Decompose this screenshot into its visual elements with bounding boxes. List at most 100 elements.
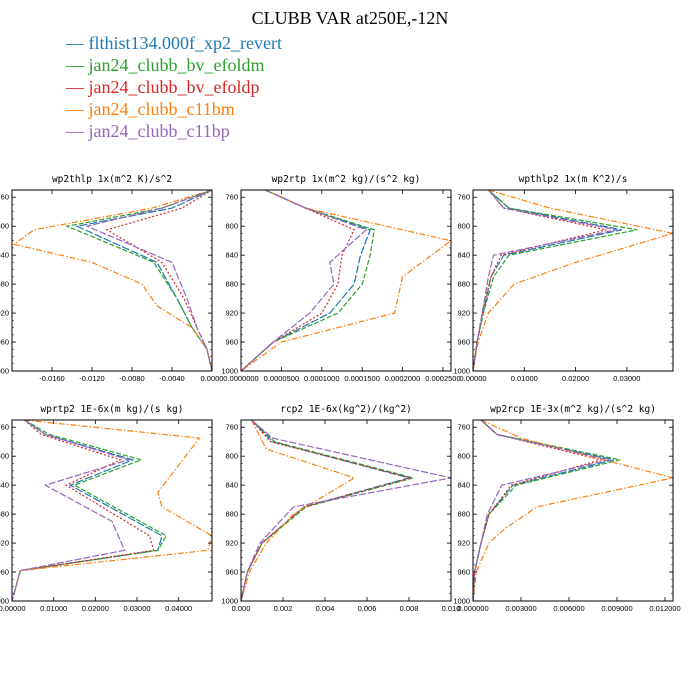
figure-title: CLUBB VAR at250E,-12N [251,8,449,28]
y-tick-label: 800 [457,452,470,461]
series-line [473,190,617,371]
y-tick-label: 800 [457,222,470,231]
y-tick-label: 880 [457,510,470,519]
legend-item: — jan24_clubb_bv_efoldp [66,76,282,98]
legend-item: — flthist134.000f_xp2_revert [66,32,282,54]
series-line [64,190,212,371]
series-line [473,190,638,371]
y-tick-label: 920 [225,539,238,548]
x-tick-label: 0.03000 [123,604,150,613]
x-tick-label: 0.006 [358,604,377,613]
y-tick-label: 960 [0,338,9,347]
x-tick-label: 0.009000 [601,604,632,613]
y-tick-label: 760 [0,423,9,432]
x-tick-label: 0.00000 [459,374,486,383]
series-line [85,190,212,371]
x-tick-label: 0.03000 [613,374,640,383]
panel-title: rcp2 1E-6x(kg^2)/(kg^2) [280,404,412,415]
panel-title: wp2rtp 1x(m^2 kg)/(s^2 kg) [272,174,421,185]
series-line [473,190,673,371]
y-tick-label: 840 [0,481,9,490]
series-line [12,420,168,601]
chart-panel: wp2rtp 1x(m^2 kg)/(s^2 kg) 760 800 840 880 92… [221,174,460,383]
y-tick-label: 920 [457,309,470,318]
legend-label: flthist134.000f_xp2_revert [88,33,282,53]
series-line [241,420,412,601]
x-tick-label: 0.04000 [165,604,192,613]
x-tick-label: 0.000 [232,604,251,613]
x-tick-label: 0.01000 [511,374,538,383]
x-tick-label: 0.0000500 [264,374,299,383]
y-tick-label: 760 [457,423,470,432]
plot-frame [240,419,452,602]
series-line [241,190,368,371]
y-tick-label: 800 [0,222,9,231]
legend-line-marker: — [66,77,84,97]
y-tick-label: 840 [225,481,238,490]
legend-label: jan24_clubb_bv_efoldp [88,77,260,97]
plot-frame [11,189,213,372]
legend-line-marker: — [66,33,84,53]
legend: — flthist134.000f_xp2_revert — jan24_clu… [66,32,282,142]
x-tick-label: 0.0002500 [425,374,460,383]
y-tick-label: 840 [457,251,470,260]
y-tick-label: 840 [0,251,9,260]
series-line [12,420,212,601]
y-tick-label: 1000 [0,597,9,606]
x-tick-label: 0.01000 [40,604,67,613]
x-tick-label: 0.006000 [553,604,584,613]
series-line [12,420,131,601]
series-line [241,420,451,601]
y-tick-label: 960 [457,568,470,577]
x-tick-label: 0.004 [316,604,335,613]
chart-panel: rcp2 1E-6x(kg^2)/(kg^2) 760 800 840 880 920 96… [221,404,460,613]
series-line [473,420,610,601]
y-tick-label: 1000 [221,597,238,606]
y-tick-label: 840 [225,251,238,260]
panel-title: wprtp2 1E-6x(m kg)/(s kg) [41,404,184,415]
x-tick-label: -0.0080 [119,374,144,383]
x-tick-label: 0.02000 [82,604,109,613]
y-tick-label: 880 [0,510,9,519]
y-tick-label: 880 [457,280,470,289]
series-line [473,420,614,601]
x-tick-label: -0.0160 [39,374,64,383]
series-line [75,190,212,371]
x-tick-label: 0.0001500 [344,374,379,383]
chart-panel: wp2rcp 1E-3x(m^2 kg)/(s^2 kg) 760 800 840 88… [453,404,680,613]
y-tick-label: 920 [0,539,9,548]
x-tick-label: 0.02000 [562,374,589,383]
plot-frame [472,189,674,372]
y-tick-label: 1000 [453,597,470,606]
series-line [105,190,212,371]
y-tick-label: 880 [225,280,238,289]
legend-label: jan24_clubb_c11bm [88,99,235,119]
panel-title: wp2thlp 1x(m^2 K)/s^2 [52,174,172,185]
x-tick-label: 0.003000 [505,604,536,613]
series-line [241,420,416,601]
x-tick-label: 0.0000 [201,374,224,383]
series-line [241,190,355,371]
panel-title: wpthlp2 1x(m K^2)/s [519,174,628,185]
series-line [12,190,212,371]
series-line [241,190,451,371]
legend-label: jan24_clubb_c11bp [88,121,230,141]
y-tick-label: 960 [457,338,470,347]
x-tick-label: -0.0120 [79,374,104,383]
legend-line-marker: — [66,121,84,141]
chart-panel: wpthlp2 1x(m K^2)/s 760 800 840 880 920 960 100… [453,174,674,383]
y-tick-label: 920 [225,309,238,318]
plot-frame [11,419,213,602]
y-tick-label: 1000 [453,367,470,376]
y-tick-label: 960 [225,568,238,577]
y-tick-label: 960 [0,568,9,577]
y-tick-label: 880 [225,510,238,519]
y-tick-label: 1000 [221,367,238,376]
y-tick-label: 920 [0,309,9,318]
plot-frame [472,419,674,602]
plot-frame [240,189,452,372]
legend-label: jan24_clubb_bv_efoldm [88,55,265,75]
series-line [241,420,356,601]
x-tick-label: 0.00000 [0,604,26,613]
